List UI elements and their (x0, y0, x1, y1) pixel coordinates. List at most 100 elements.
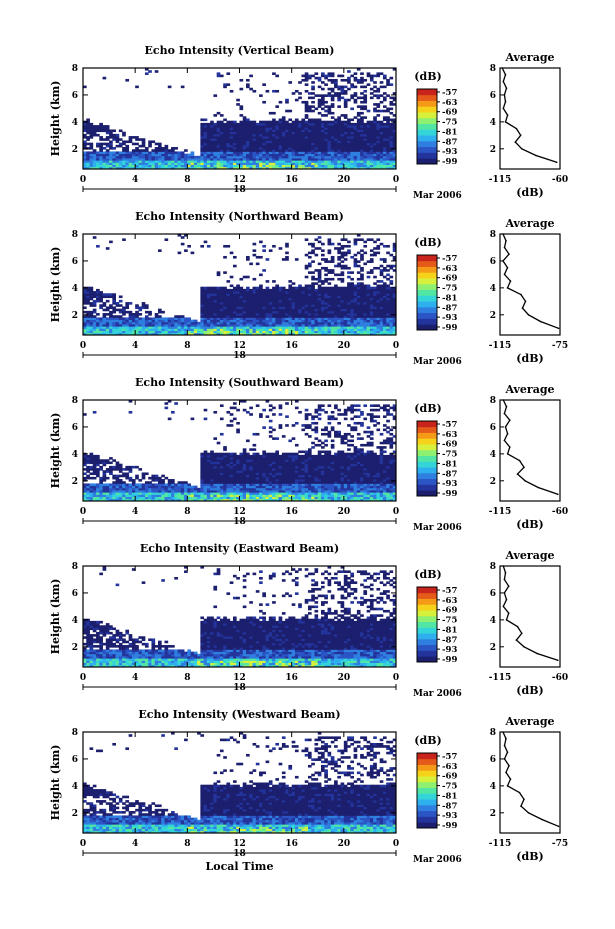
heatmap-cell (307, 129, 312, 133)
colorbar-swatch (417, 146, 437, 153)
heatmap-cell (307, 321, 312, 325)
heatmap-cell (157, 162, 162, 166)
heatmap-cell (210, 129, 214, 133)
heatmap-cell (298, 291, 302, 294)
heatmap-cell (363, 304, 368, 307)
heatmap-cell (226, 133, 231, 137)
heatmap-cell (298, 147, 302, 150)
heatmap-cell (99, 295, 103, 299)
heatmap-cell (373, 81, 377, 84)
heatmap-cell (330, 288, 335, 292)
heatmap-cell (177, 155, 182, 159)
heatmap-cell (86, 297, 90, 301)
heatmap-cell (317, 304, 322, 307)
heatmap-cell (369, 288, 374, 292)
heatmap-cell (83, 326, 87, 329)
heatmap-cell (89, 494, 94, 498)
heatmap-cell (366, 122, 371, 126)
heatmap-cell (317, 166, 322, 170)
heatmap-cell (203, 133, 208, 137)
heatmap-cell (213, 487, 218, 491)
heatmap-cell (118, 332, 123, 336)
heatmap-cell (337, 315, 341, 318)
heatmap-cell (392, 302, 397, 305)
heatmap-cell (125, 465, 130, 469)
heatmap-cell (236, 306, 240, 310)
heatmap-cell (373, 116, 377, 119)
heatmap-cell (353, 151, 358, 155)
heatmap-cell (83, 144, 87, 148)
heatmap-cell (330, 74, 335, 78)
heatmap-cell (288, 297, 293, 301)
heatmap-cell (83, 288, 87, 292)
heatmap-cell (174, 153, 178, 157)
heatmap-cell (314, 160, 319, 163)
heatmap-cell (86, 310, 90, 314)
heatmap-cell (86, 120, 90, 124)
heatmap-cell (184, 483, 188, 487)
heatmap-cell (115, 328, 120, 332)
heatmap-cell (298, 293, 302, 296)
heatmap-cell (311, 153, 315, 157)
heatmap-cell (213, 326, 218, 329)
heatmap-cell (356, 317, 361, 321)
heatmap-cell (314, 295, 319, 299)
heatmap-cell (334, 162, 338, 166)
heatmap-cell (167, 321, 172, 325)
heatmap-cell (340, 78, 345, 82)
heatmap-cell (392, 158, 397, 161)
heatmap-cell (382, 330, 387, 334)
heatmap-cell (138, 160, 143, 163)
heatmap-cell (236, 153, 240, 157)
heatmap-cell (187, 492, 191, 495)
heatmap-cell (210, 166, 214, 170)
heatmap-cell (353, 295, 358, 299)
heatmap-cell (278, 147, 283, 150)
heatmap-cell (180, 481, 185, 484)
heatmap-cell (99, 142, 103, 146)
heatmap-cell (216, 330, 221, 334)
heatmap-cell (232, 127, 237, 130)
heatmap-cell (151, 492, 156, 495)
heatmap-cell (171, 487, 175, 491)
heatmap-cell (360, 155, 364, 159)
heatmap-cell (314, 136, 319, 139)
heatmap-cell (246, 255, 250, 259)
heatmap-cell (229, 487, 234, 491)
heatmap-cell (262, 302, 266, 305)
heatmap-cell (262, 319, 266, 323)
heatmap-cell (376, 280, 381, 283)
heatmap-cell (92, 321, 97, 325)
heatmap-cell (317, 240, 322, 244)
heatmap-cell (177, 153, 182, 157)
heatmap-cell (229, 291, 234, 294)
heatmap-cell (219, 470, 224, 473)
heatmap-cell (131, 496, 136, 500)
heatmap-cell (301, 295, 306, 299)
heatmap-cell (268, 291, 273, 294)
heatmap-cell (275, 304, 280, 307)
heatmap-cell (321, 324, 325, 327)
heatmap-cell (239, 308, 244, 312)
heatmap-cell (340, 142, 345, 146)
heatmap-cell (291, 295, 296, 299)
heatmap-cell (223, 164, 227, 168)
heatmap-cell (343, 114, 348, 117)
heatmap-cell (311, 321, 315, 325)
heatmap-cell (219, 297, 224, 301)
heatmap-cell (229, 293, 234, 296)
heatmap-cell (350, 131, 355, 135)
heatmap-cell (330, 147, 335, 150)
heatmap-cell (363, 295, 368, 299)
heatmap-cell (337, 129, 341, 133)
heatmap-cell (96, 321, 100, 325)
heatmap-cell (236, 330, 240, 334)
heatmap-cell (291, 315, 296, 318)
heatmap-cell (386, 107, 390, 111)
heatmap-cell (334, 330, 338, 334)
heatmap-cell (366, 330, 371, 334)
heatmap-cell (223, 474, 227, 478)
heatmap-cell (350, 293, 355, 296)
heatmap-cell (206, 481, 211, 484)
heatmap-cell (281, 299, 286, 303)
